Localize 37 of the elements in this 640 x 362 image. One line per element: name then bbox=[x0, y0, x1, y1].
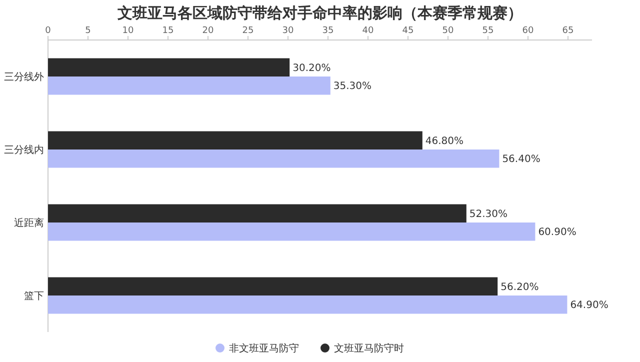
bar bbox=[48, 58, 290, 76]
bar bbox=[48, 296, 568, 314]
x-tick-label: 65 bbox=[562, 26, 574, 36]
data-label: 56.40% bbox=[502, 154, 540, 166]
bar bbox=[48, 204, 466, 222]
x-tick-label: 20 bbox=[202, 26, 214, 36]
data-label: 52.30% bbox=[469, 208, 508, 220]
x-tick-label: 5 bbox=[85, 26, 91, 36]
legend-label: 非文班亚马防守 bbox=[229, 342, 299, 354]
x-tick-label: 40 bbox=[362, 26, 374, 36]
chart-title: 文班亚马各区域防守带给对手命中率的影响（本赛季常规赛） bbox=[116, 4, 522, 22]
data-label: 30.20% bbox=[292, 62, 331, 74]
y-tick-label: 篮下 bbox=[24, 291, 44, 302]
data-label: 64.90% bbox=[570, 300, 608, 312]
data-label: 60.90% bbox=[538, 227, 576, 238]
bar bbox=[48, 222, 536, 241]
x-tick-label: 0 bbox=[45, 26, 52, 36]
y-tick-label: 三分线内 bbox=[4, 144, 44, 156]
bar bbox=[48, 76, 330, 95]
data-label: 56.20% bbox=[500, 282, 539, 293]
bar bbox=[48, 131, 422, 150]
x-tick-label: 10 bbox=[122, 26, 134, 36]
data-label: 35.30% bbox=[333, 81, 372, 92]
x-tick-label: 35 bbox=[322, 26, 334, 36]
legend-label: 文班亚马防守时 bbox=[334, 342, 404, 354]
x-tick-label: 15 bbox=[162, 26, 174, 36]
x-tick-label: 60 bbox=[522, 26, 534, 36]
x-tick-label: 30 bbox=[282, 26, 294, 36]
y-tick-label: 近距离 bbox=[14, 217, 44, 229]
x-tick-label: 55 bbox=[482, 26, 494, 36]
x-tick-label: 50 bbox=[442, 26, 454, 36]
data-label: 46.80% bbox=[425, 136, 464, 147]
y-tick-label: 三分线外 bbox=[4, 71, 44, 83]
bar bbox=[48, 277, 498, 296]
x-tick-label: 45 bbox=[402, 26, 414, 36]
x-tick-label: 25 bbox=[242, 26, 254, 36]
bar bbox=[48, 150, 500, 168]
